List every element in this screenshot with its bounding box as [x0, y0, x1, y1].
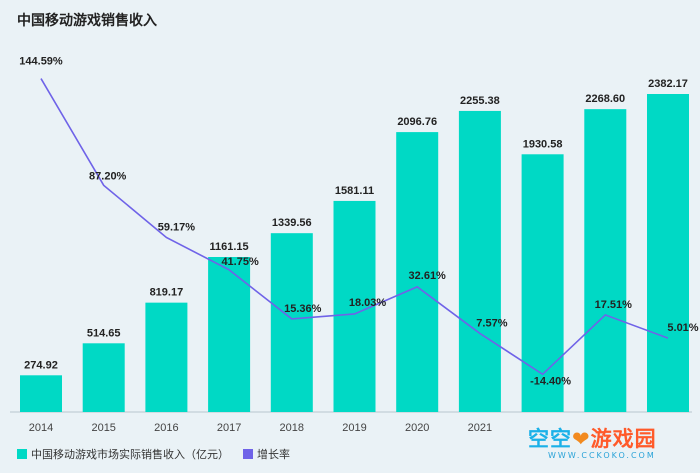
bar-label-2018: 1339.56 [272, 217, 312, 229]
bar-label-2015: 514.65 [87, 327, 121, 339]
x-tick-2015: 2015 [91, 422, 115, 434]
x-tick-2019: 2019 [342, 422, 366, 434]
watermark-text: 空空❤游戏园 [528, 427, 657, 451]
legend-swatch-growth [243, 449, 253, 459]
bar-label-2017: 1161.15 [210, 241, 249, 253]
watermark-url: WWW.CCKOKO.COM [548, 451, 656, 460]
x-tick-2014: 2014 [29, 422, 53, 434]
rate-label-2021: 7.57% [476, 317, 507, 329]
bar-label-2014: 274.92 [24, 359, 58, 371]
rate-label-2020: 32.61% [409, 270, 447, 282]
bar-2021 [458, 110, 501, 412]
legend-item-revenue: 中国移动游戏市场实际销售收入（亿元） [17, 446, 229, 462]
watermark-logo: 空空❤游戏园 WWW.CCKOKO.COM [528, 427, 698, 471]
bar-2014 [20, 375, 62, 412]
x-tick-2020: 2020 [405, 422, 429, 434]
rate-label-2019: 18.03% [349, 297, 387, 309]
x-tick-2017: 2017 [217, 422, 241, 434]
rate-label-2017: 41.75% [221, 256, 259, 268]
rate-label-2023: 17.51% [595, 299, 633, 311]
rate-label-2018: 15.36% [284, 303, 322, 315]
bar-2016 [145, 302, 188, 412]
legend-item-growth: 增长率 [243, 446, 290, 462]
bar-2024 [647, 94, 689, 412]
x-tick-2021: 2021 [468, 422, 492, 434]
rate-label-2014: 144.59% [19, 56, 63, 68]
x-tick-2016: 2016 [154, 422, 178, 434]
bar-2022 [521, 154, 564, 412]
bar-label-2022: 1930.58 [523, 138, 563, 150]
bar-2015 [82, 343, 125, 412]
rate-label-2015: 87.20% [89, 170, 127, 182]
bar-label-2024: 2382.17 [648, 78, 688, 90]
bar-label-2021: 2255.38 [460, 95, 500, 107]
x-tick-2018: 2018 [280, 422, 304, 434]
legend: 中国移动游戏市场实际销售收入（亿元） 增长率 [17, 446, 304, 462]
bar-label-2020: 2096.76 [397, 116, 437, 128]
legend-swatch-revenue [17, 449, 27, 459]
bar-label-2016: 819.17 [150, 287, 184, 299]
bar-2023 [584, 109, 627, 413]
bar-2017 [208, 256, 251, 412]
rate-label-2022: -14.40% [530, 375, 571, 387]
legend-label-revenue: 中国移动游戏市场实际销售收入（亿元） [31, 449, 229, 461]
legend-label-growth: 增长率 [257, 449, 290, 461]
bar-2018 [270, 233, 313, 412]
chart-title: 中国移动游戏销售收入 [17, 12, 157, 28]
bar-2019 [333, 200, 376, 412]
bar-label-2023: 2268.60 [585, 93, 625, 105]
rate-label-2024: 5.01% [667, 322, 698, 334]
growth-rate-line [40, 78, 669, 376]
bar-2020 [396, 132, 439, 413]
rate-label-2016: 59.17% [158, 221, 196, 233]
bar-label-2019: 1581.11 [335, 185, 374, 197]
